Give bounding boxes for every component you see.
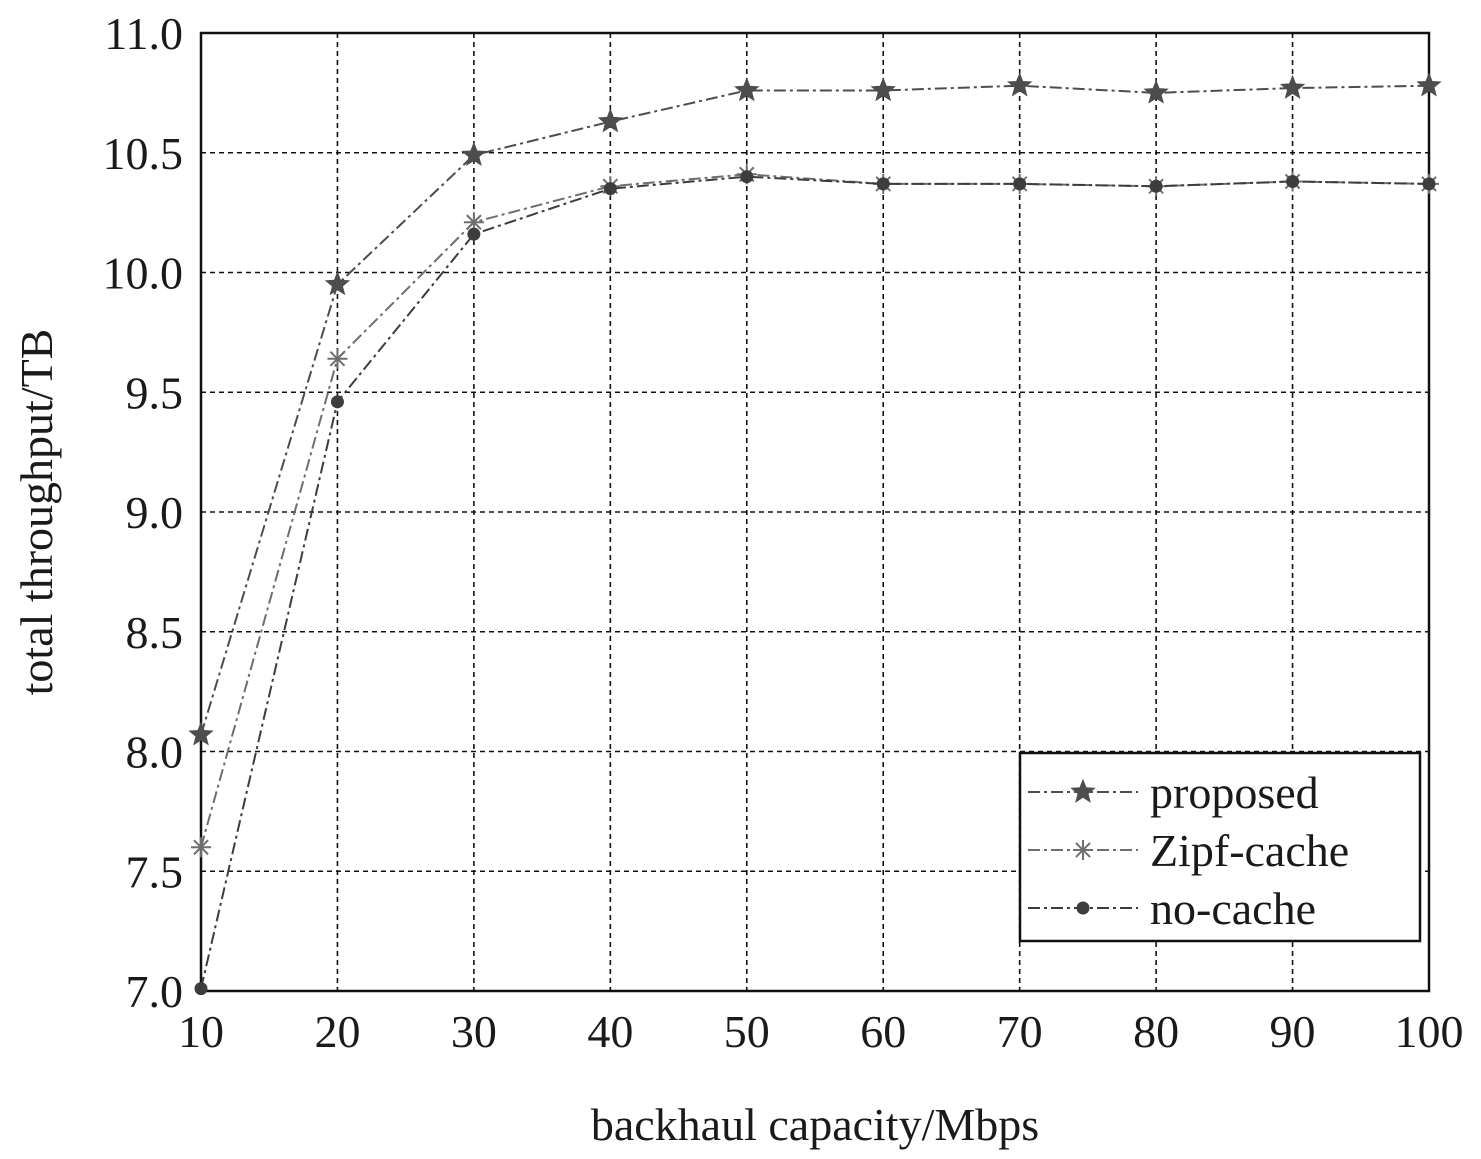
legend-marker: [1076, 901, 1090, 915]
data-point: [1006, 72, 1033, 97]
x-tick-label: 50: [724, 1006, 770, 1057]
series-group: [188, 72, 1442, 996]
x-tick-label: 40: [587, 1006, 633, 1057]
y-tick-labels: 7.0 7.5 8.0 8.5 9.0 9.5 10.0 10.5 11.0: [103, 8, 184, 1017]
data-point: [324, 271, 351, 296]
data-point: [876, 177, 890, 191]
x-tick-label: 60: [860, 1006, 906, 1057]
x-tick-label: 20: [314, 1006, 360, 1057]
data-point: [467, 227, 481, 241]
x-tick-label: 90: [1270, 1006, 1316, 1057]
y-tick-label: 10.0: [103, 248, 184, 299]
data-point: [327, 348, 348, 369]
data-point: [1013, 177, 1027, 191]
series-line: [200, 173, 1430, 848]
y-tick-label: 7.5: [126, 846, 184, 897]
data-point: [461, 141, 487, 166]
grid-lines: [201, 33, 1429, 991]
data-point: [191, 837, 211, 858]
data-point: [188, 721, 214, 746]
x-tick-label: 30: [451, 1006, 497, 1057]
data-point: [463, 212, 484, 233]
series-no-cache: [194, 170, 1436, 996]
data-point: [603, 182, 617, 196]
y-tick-label: 8.0: [126, 727, 184, 778]
data-point: [734, 77, 760, 102]
legend-marker: [1073, 840, 1093, 860]
data-point: [1279, 74, 1306, 99]
series-proposed: [188, 72, 1442, 746]
legend-item: no-cache: [1028, 883, 1316, 934]
x-tick-label: 10: [178, 1006, 224, 1057]
x-tick-labels: 10 20 30 40 50 60 70 80 90 100: [178, 1006, 1464, 1057]
series-line: [200, 175, 1430, 989]
series-line: [200, 84, 1430, 736]
x-tick-label: 80: [1133, 1006, 1179, 1057]
data-point: [597, 108, 624, 133]
legend-label: Zipf-cache: [1150, 825, 1349, 876]
data-point: [870, 77, 896, 102]
data-point: [740, 170, 754, 184]
legend: proposed Zipf-cache no-cache: [1018, 751, 1422, 943]
legend-item: proposed: [1028, 767, 1319, 818]
data-point: [1416, 72, 1442, 97]
plot-frame: [199, 31, 1431, 993]
y-tick-label: 9.0: [126, 487, 184, 538]
data-point: [330, 395, 344, 409]
y-axis-label: total throughput/TB: [11, 329, 62, 696]
data-point: [1286, 174, 1300, 188]
x-tick-label: 70: [997, 1006, 1043, 1057]
x-axis-label: backhaul capacity/Mbps: [591, 1099, 1039, 1150]
legend-marker: [1070, 778, 1096, 803]
data-point: [1143, 79, 1169, 104]
data-point: [1149, 179, 1163, 193]
y-tick-label: 11.0: [104, 8, 183, 59]
legend-label: proposed: [1150, 767, 1319, 818]
legend-label: no-cache: [1150, 883, 1316, 934]
x-tick-label: 100: [1395, 1006, 1464, 1057]
y-tick-label: 9.5: [126, 367, 184, 418]
legend-item: Zipf-cache: [1028, 825, 1349, 876]
data-point: [194, 982, 208, 996]
y-tick-label: 8.5: [126, 607, 184, 658]
y-tick-label: 10.5: [103, 128, 184, 179]
data-point: [1422, 177, 1436, 191]
y-tick-label: 7.0: [126, 966, 184, 1017]
